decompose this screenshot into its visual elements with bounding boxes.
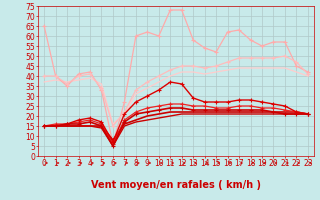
X-axis label: Vent moyen/en rafales ( km/h ): Vent moyen/en rafales ( km/h ): [91, 180, 261, 190]
